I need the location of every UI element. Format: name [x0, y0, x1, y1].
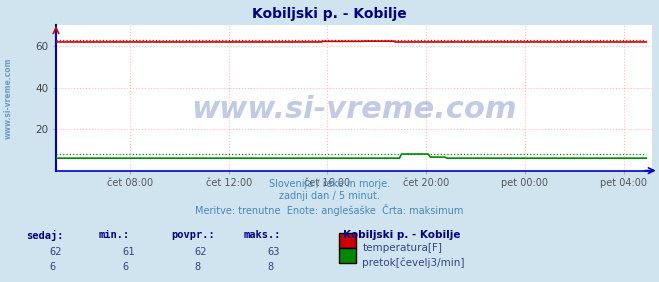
Text: povpr.:: povpr.:: [171, 230, 215, 240]
Text: 62: 62: [49, 247, 62, 257]
Text: www.si-vreme.com: www.si-vreme.com: [3, 58, 13, 140]
Text: 8: 8: [267, 262, 273, 272]
Text: temperatura[F]: temperatura[F]: [362, 243, 442, 252]
Text: maks.:: maks.:: [244, 230, 281, 240]
Text: www.si-vreme.com: www.si-vreme.com: [191, 95, 517, 124]
Text: min.:: min.:: [99, 230, 130, 240]
Text: 63: 63: [267, 247, 279, 257]
Text: Meritve: trenutne  Enote: anglešaške  Črta: maksimum: Meritve: trenutne Enote: anglešaške Črta…: [195, 204, 464, 216]
Text: 8: 8: [194, 262, 200, 272]
Text: 62: 62: [194, 247, 207, 257]
Text: Kobiljski p. - Kobilje: Kobiljski p. - Kobilje: [343, 230, 460, 240]
Text: Slovenija / reke in morje.: Slovenija / reke in morje.: [269, 179, 390, 189]
Text: zadnji dan / 5 minut.: zadnji dan / 5 minut.: [279, 191, 380, 201]
Text: 6: 6: [122, 262, 128, 272]
Text: 6: 6: [49, 262, 55, 272]
Text: sedaj:: sedaj:: [26, 230, 64, 241]
Text: Kobiljski p. - Kobilje: Kobiljski p. - Kobilje: [252, 7, 407, 21]
Text: 61: 61: [122, 247, 134, 257]
Text: pretok[čevelj3/min]: pretok[čevelj3/min]: [362, 257, 465, 268]
